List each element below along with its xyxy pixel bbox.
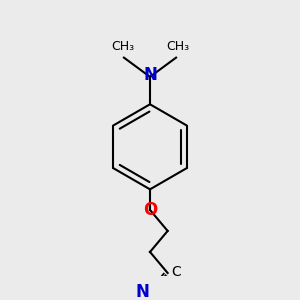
Text: N: N [143,67,157,85]
Text: O: O [143,201,157,219]
Text: N: N [136,283,149,300]
Text: CH₃: CH₃ [111,40,134,53]
Text: CH₃: CH₃ [166,40,189,53]
Text: C: C [171,265,181,279]
